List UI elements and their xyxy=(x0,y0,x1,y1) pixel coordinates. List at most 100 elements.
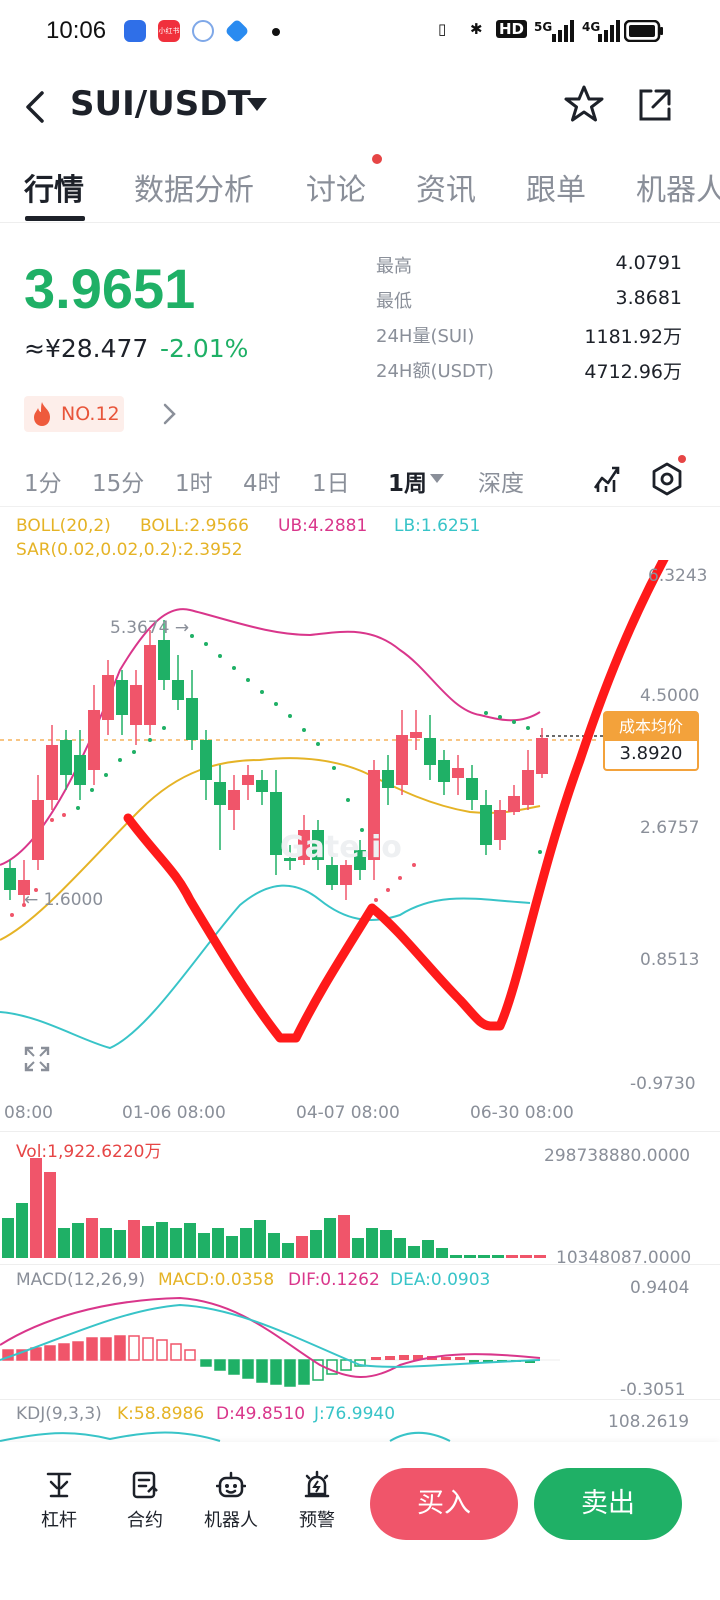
main-chart-divider xyxy=(0,1131,720,1132)
period-1d[interactable]: 1日 xyxy=(312,471,350,497)
sar-dot xyxy=(538,850,542,854)
volume-divider xyxy=(0,1264,720,1265)
cost-average-tag[interactable]: 成本均价 3.8920 xyxy=(603,711,699,771)
pair-title[interactable]: SUI/USDT xyxy=(70,84,251,124)
indicator-icon[interactable] xyxy=(592,462,624,494)
macd-bar xyxy=(184,1349,196,1361)
nav-alarm-label: 预警 xyxy=(299,1510,335,1531)
sar-dot xyxy=(484,711,488,715)
more-notifications-icon xyxy=(272,28,280,36)
volume-bar xyxy=(506,1255,518,1258)
cloud-app-icon xyxy=(192,20,214,42)
period-4h[interactable]: 4时 xyxy=(243,471,281,497)
volume-bar xyxy=(492,1255,504,1258)
boll-ub: UB:4.2881 xyxy=(278,516,368,536)
nav-leverage[interactable]: 杠杆 xyxy=(24,1470,94,1532)
volume-bar xyxy=(464,1255,476,1258)
period-15m[interactable]: 15分 xyxy=(92,471,145,497)
sar-dot xyxy=(62,813,66,817)
macd-bar xyxy=(30,1347,42,1361)
volume-bar xyxy=(240,1228,252,1258)
candle-body xyxy=(158,640,170,680)
hand-drawn-w-pattern xyxy=(123,560,669,1043)
dropdown-caret-icon[interactable] xyxy=(247,98,267,112)
sar-dot xyxy=(132,750,136,754)
sell-button[interactable]: 卖出 xyxy=(534,1468,682,1540)
signal-5g-icon xyxy=(552,20,574,42)
stat-volume-value: 1181.92万 xyxy=(584,326,682,348)
y-tick-1: 6.3243 xyxy=(648,566,708,586)
tab-copy-trading[interactable]: 跟单 xyxy=(526,173,586,208)
settings-icon[interactable] xyxy=(650,462,684,496)
period-1h[interactable]: 1时 xyxy=(175,471,213,497)
watermark: Gate.io xyxy=(280,830,402,865)
sar-dot xyxy=(360,828,364,832)
volume-bar xyxy=(254,1220,266,1258)
boll-lower-line xyxy=(0,884,531,1050)
candle-body xyxy=(522,770,534,805)
volume-bar xyxy=(408,1246,420,1258)
candle-body xyxy=(410,732,422,738)
x-tick-4: 06-30 08:00 xyxy=(470,1103,574,1123)
share-icon[interactable] xyxy=(636,86,674,124)
back-arrow-icon[interactable] xyxy=(22,90,48,124)
x-tick-1: 08:00 xyxy=(4,1103,53,1123)
stat-high-value: 4.0791 xyxy=(615,252,682,274)
macd-bar xyxy=(200,1359,212,1367)
network-4g-label: 4G xyxy=(582,20,601,34)
settings-notification-dot xyxy=(678,455,686,463)
tab-market[interactable]: 行情 xyxy=(24,173,84,208)
boll-middle-line xyxy=(0,757,541,941)
alarm-icon xyxy=(304,1470,330,1498)
volume-bar xyxy=(282,1243,294,1258)
macd-bar xyxy=(326,1359,338,1375)
nav-contract[interactable]: 合约 xyxy=(110,1470,180,1532)
period-dropdown-icon[interactable] xyxy=(430,474,444,484)
buy-button[interactable]: 买入 xyxy=(370,1468,518,1540)
kdj-j: J:76.9940 xyxy=(314,1404,396,1424)
macd-bar xyxy=(58,1343,70,1361)
star-icon[interactable] xyxy=(564,84,604,124)
sar-dot xyxy=(316,742,320,746)
volume-bar xyxy=(422,1240,434,1258)
candlestick-chart[interactable] xyxy=(0,560,720,1100)
stat-high-label: 最高 xyxy=(376,256,412,277)
nav-robot-label: 机器人 xyxy=(204,1510,258,1531)
nav-robot[interactable]: 机器人 xyxy=(196,1470,266,1532)
nav-alarm[interactable]: 预警 xyxy=(282,1470,352,1532)
tab-news[interactable]: 资讯 xyxy=(416,173,476,208)
volume-bar xyxy=(2,1218,14,1258)
candle-body xyxy=(368,770,380,860)
sar-dot xyxy=(10,913,14,917)
sar-dot xyxy=(346,798,350,802)
sar-dot xyxy=(90,788,94,792)
status-time: 10:06 xyxy=(46,17,107,44)
app-notification-icon xyxy=(124,20,146,42)
volume-bar xyxy=(100,1228,112,1258)
period-1w[interactable]: 1周 xyxy=(388,471,428,497)
macd-bar xyxy=(214,1359,226,1371)
tab-discussion[interactable]: 讨论 xyxy=(306,173,366,208)
sar-dot xyxy=(246,678,250,682)
robot-icon xyxy=(216,1471,246,1498)
app-icon xyxy=(224,18,250,44)
tab-bots[interactable]: 机器人 xyxy=(636,173,720,208)
sar-dot xyxy=(118,758,122,762)
volume-bar xyxy=(296,1236,308,1258)
volume-bar xyxy=(366,1228,378,1258)
cost-label: 成本均价 xyxy=(605,713,697,741)
period-1m[interactable]: 1分 xyxy=(24,471,62,497)
sar-dot xyxy=(232,666,236,670)
nav-leverage-label: 杠杆 xyxy=(41,1510,77,1531)
chevron-right-icon[interactable] xyxy=(162,403,176,425)
sar-dot xyxy=(204,642,208,646)
period-depth[interactable]: 深度 xyxy=(478,471,524,497)
tab-data-analysis[interactable]: 数据分析 xyxy=(134,173,254,208)
boll-lb: LB:1.6251 xyxy=(394,516,481,536)
xiaohongshu-icon: 小红书 xyxy=(158,20,180,42)
volume-bar xyxy=(534,1255,546,1258)
volume-bar xyxy=(520,1255,532,1258)
macd-bar xyxy=(156,1339,168,1361)
fullscreen-icon[interactable] xyxy=(24,1046,50,1072)
candle-body xyxy=(242,775,254,785)
